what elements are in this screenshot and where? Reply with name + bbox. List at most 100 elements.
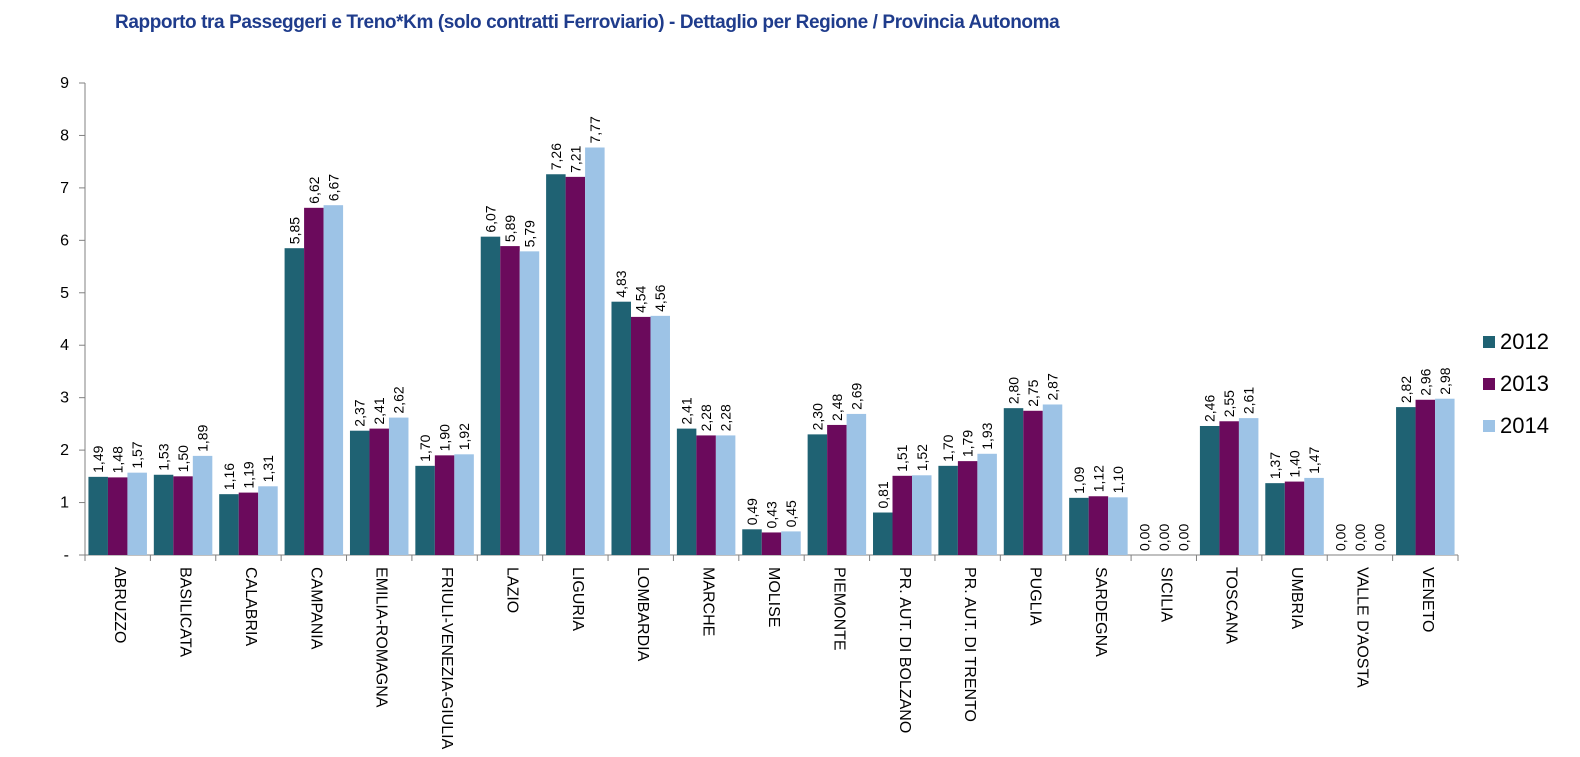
bar — [369, 428, 389, 555]
x-tick-label: SICILIA — [1157, 567, 1175, 623]
x-tick-label: LOMBARDIA — [634, 567, 652, 662]
bar — [676, 428, 697, 555]
bar — [938, 465, 958, 555]
value-label: 0,45 — [783, 500, 799, 527]
bar — [1265, 483, 1285, 555]
bar — [650, 315, 670, 555]
value-label: 7,26 — [548, 143, 564, 170]
bar — [1023, 410, 1043, 555]
value-label: 2,98 — [1437, 367, 1453, 394]
bar — [519, 251, 540, 555]
value-label: 2,28 — [698, 404, 714, 431]
bar — [873, 512, 893, 555]
bar — [1108, 497, 1128, 555]
bar — [546, 174, 566, 555]
bar — [912, 475, 932, 555]
value-label: 2,55 — [1221, 390, 1237, 417]
bar — [1304, 477, 1324, 555]
bar — [1088, 496, 1109, 555]
value-label: 2,96 — [1417, 368, 1433, 395]
y-tick-label: 6 — [60, 232, 69, 249]
x-tick-label: MOLISE — [765, 567, 782, 628]
value-label: 0,43 — [764, 501, 780, 528]
value-label: 1,10 — [1110, 466, 1126, 493]
y-tick-label: 9 — [60, 75, 69, 92]
bar — [192, 455, 213, 555]
x-tick-label: PR. AUT. DI TRENTO — [961, 567, 979, 722]
bar — [304, 207, 324, 555]
legend-label: 2012 — [1500, 329, 1549, 354]
bar — [238, 492, 259, 555]
bar — [585, 147, 605, 556]
chart-title: Rapporto tra Passeggeri e Treno*Km (solo… — [115, 12, 1060, 33]
x-tick-label: UMBRIA — [1288, 567, 1306, 630]
value-label: 1,52 — [914, 444, 930, 471]
value-label: 7,77 — [587, 116, 603, 143]
bar — [846, 413, 867, 555]
value-label: 1,16 — [221, 463, 237, 490]
value-label: 1,49 — [90, 445, 106, 472]
value-label: 1,57 — [129, 441, 145, 468]
bar — [761, 532, 782, 555]
value-label: 4,54 — [633, 285, 649, 312]
bar — [742, 529, 762, 555]
y-tick-label: 1 — [60, 495, 69, 512]
bar — [219, 494, 239, 555]
x-tick-label: CAMPANIA — [307, 567, 325, 650]
value-label: 2,48 — [829, 393, 845, 420]
value-label: 1,50 — [175, 445, 191, 472]
bar — [696, 435, 716, 555]
bar — [1069, 497, 1089, 555]
value-label: 2,62 — [391, 386, 407, 413]
value-label: 4,83 — [613, 270, 629, 297]
value-label: 4,56 — [652, 284, 668, 311]
value-label: 1,40 — [1287, 450, 1303, 477]
x-tick-label: SARDEGNA — [1091, 567, 1109, 657]
bar — [127, 472, 147, 555]
value-label: 6,07 — [482, 205, 498, 232]
bar — [173, 476, 193, 555]
bar — [454, 454, 474, 555]
value-label: 2,80 — [1006, 377, 1022, 404]
value-label: 0,00 — [1136, 524, 1152, 551]
x-tick-label: VALLE D'AOSTA — [1353, 567, 1371, 688]
x-tick-label: CALABRIA — [241, 567, 259, 647]
bar — [323, 205, 344, 555]
value-label: 2,37 — [352, 399, 368, 426]
x-tick-label: LAZIO — [503, 567, 521, 614]
bar — [349, 430, 370, 555]
x-tick-label: EMILIA-ROMAGNA — [372, 567, 390, 708]
value-label: 2,75 — [1025, 379, 1041, 406]
bar — [1435, 398, 1455, 555]
bar — [1199, 425, 1220, 555]
legend-swatch — [1483, 420, 1495, 432]
value-label: 5,85 — [286, 217, 302, 244]
bar — [892, 475, 913, 555]
value-label: 2,28 — [718, 404, 734, 431]
value-label: 5,89 — [502, 215, 518, 242]
value-label: 0,81 — [875, 481, 891, 508]
x-tick-label: PR. AUT. DI BOLZANO — [895, 567, 913, 734]
bar — [781, 531, 801, 555]
y-tick-label: 8 — [60, 127, 69, 144]
value-label: 6,62 — [306, 176, 322, 203]
legend-label: 2014 — [1500, 413, 1549, 438]
value-label: 1,51 — [894, 444, 910, 471]
bar — [957, 461, 978, 555]
bar — [1396, 407, 1416, 555]
value-label: 2,82 — [1398, 376, 1414, 403]
bar — [611, 301, 631, 555]
y-tick-label: 7 — [60, 180, 69, 197]
legend-swatch — [1483, 378, 1495, 390]
value-label: 6,67 — [325, 174, 341, 201]
value-label: 1,19 — [240, 461, 256, 488]
value-label: 7,21 — [567, 145, 583, 172]
bar — [415, 465, 435, 555]
bar — [565, 176, 586, 555]
value-label: 1,37 — [1267, 452, 1283, 479]
value-label: 1,53 — [156, 443, 172, 470]
bar — [500, 246, 520, 555]
bar — [1284, 481, 1305, 555]
y-tick-label: 5 — [60, 285, 69, 302]
